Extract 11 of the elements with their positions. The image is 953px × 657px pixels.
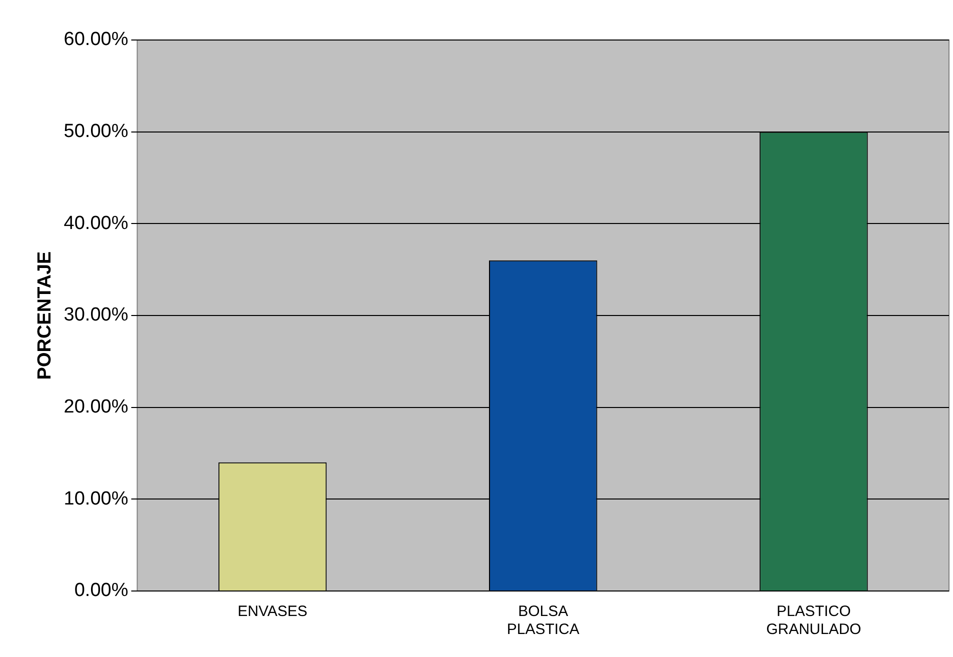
y-tick-label: 0.00% xyxy=(74,580,128,602)
x-tick-label: BOLSA PLASTICA xyxy=(506,603,580,638)
y-tick-label: 10.00% xyxy=(64,488,128,510)
y-tick-label: 30.00% xyxy=(64,304,128,326)
x-tick-label: PLASTICO GRANULADO xyxy=(766,603,862,638)
x-tick-label: ENVASES xyxy=(238,603,308,620)
y-axis-title: PORCENTAJE xyxy=(34,251,56,380)
y-tick-label: 60.00% xyxy=(64,29,128,50)
y-tick-label: 40.00% xyxy=(64,212,128,234)
y-tick-label: 20.00% xyxy=(64,396,128,418)
y-tick-label: 50.00% xyxy=(64,121,128,142)
